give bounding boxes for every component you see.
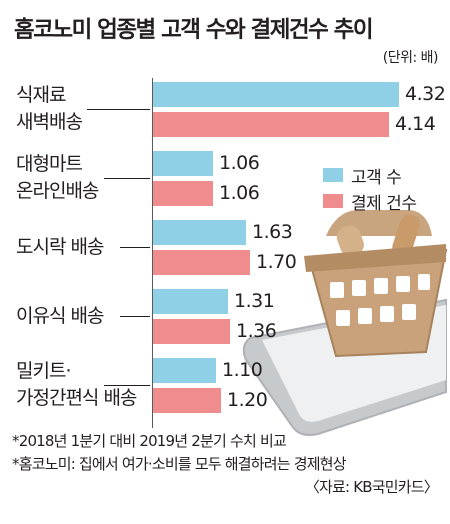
footnote-definition: *홈코노미: 집에서 여가·소비를 모두 해결하려는 경제현상: [12, 455, 347, 473]
category-label: 이유식 배송: [16, 303, 104, 330]
data-label-payments: 1.20: [227, 389, 268, 411]
category-label: 도시락 배송: [16, 234, 104, 261]
legend-label-customers: 고객 수: [351, 167, 402, 188]
data-label-customers: 1.31: [234, 290, 275, 312]
category-label-line: 대형마트: [16, 153, 83, 175]
leader-line: [120, 316, 150, 317]
bar-customers: [153, 220, 246, 245]
bar-payments: [153, 250, 250, 275]
bar-payments: [153, 112, 389, 137]
legend-swatch-payments: [323, 194, 343, 208]
unit-label: (단위: 배): [382, 50, 439, 66]
source-note: 〈자료: KB국민카드〉: [304, 478, 439, 496]
bar-customers: [153, 289, 228, 314]
leader-line: [104, 385, 150, 386]
leader-line: [87, 109, 150, 110]
data-label-payments: 1.36: [236, 320, 277, 342]
bar-customers: [153, 82, 399, 107]
axis-line: [152, 78, 153, 428]
footnotes: *2018년 1분기 대비 2019년 2분기 수치 비교 *홈코노미: 집에서…: [12, 430, 442, 499]
basket-icon: [304, 210, 448, 358]
bar-customers: [153, 358, 216, 383]
category-label-line: 밀키트·: [16, 360, 71, 382]
leader-line: [120, 247, 150, 248]
category-label-line: 온라인배송: [16, 180, 99, 202]
category-label-line: 도시락 배송: [16, 236, 104, 258]
bar-payments: [153, 181, 213, 206]
category-label-line: 식재료: [16, 84, 66, 106]
data-label-payments: 1.70: [256, 251, 297, 273]
legend-swatch-customers: [323, 168, 343, 182]
bar-customers: [153, 151, 213, 176]
leader-line: [104, 178, 150, 179]
bar-payments: [153, 319, 230, 344]
legend-item-customers: 고객 수: [323, 162, 416, 188]
legend-label-payments: 결제 건수: [351, 193, 417, 214]
legend-item-payments: 결제 건수: [323, 188, 417, 214]
legend: 고객 수 결제 건수: [323, 162, 417, 214]
data-label-payments: 4.14: [395, 113, 436, 135]
category-label-line: 가정간편식 배송: [16, 387, 137, 409]
footnote-comparison: *2018년 1분기 대비 2019년 2분기 수치 비교: [12, 432, 287, 450]
bar-payments: [153, 388, 221, 413]
data-label-payments: 1.06: [219, 182, 260, 204]
data-label-customers: 1.63: [252, 221, 293, 243]
category-label: 밀키트· 가정간편식 배송: [16, 358, 137, 412]
data-label-customers: 4.32: [405, 83, 446, 105]
data-label-customers: 1.10: [222, 359, 263, 381]
data-label-customers: 1.06: [219, 152, 260, 174]
category-label-line: 이유식 배송: [16, 305, 104, 327]
chart-title: 홈코노미 업종별 고객 수와 결제건수 추이: [14, 17, 374, 43]
category-label-line: 새벽배송: [16, 111, 83, 133]
